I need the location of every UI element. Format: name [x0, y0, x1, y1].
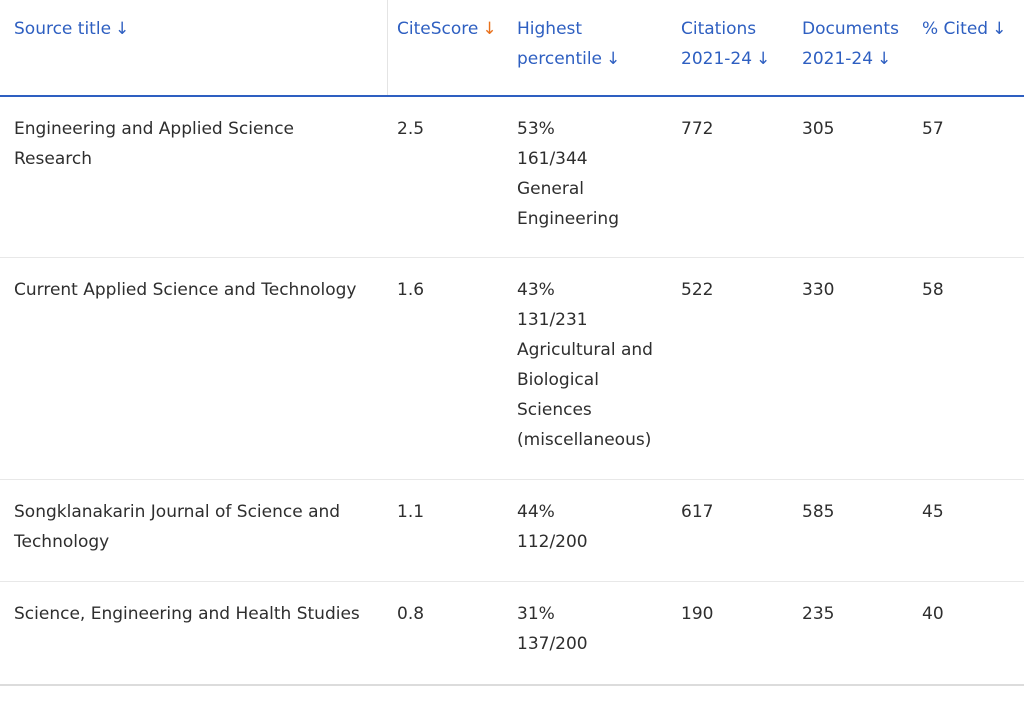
table-row: Songklanakarin Journal of Science and Te…: [0, 480, 1024, 582]
table-row: Science, Engineering and Health Studies …: [0, 582, 1024, 686]
header-label: 2021-24: [802, 49, 874, 69]
citations-cell: 617: [681, 502, 714, 522]
sort-arrow-down-active-icon: ↓: [482, 19, 497, 39]
pct-cited-cell: 57: [922, 119, 944, 139]
header-label: percentile: [517, 49, 603, 69]
sort-source-title-button[interactable]: Source title ↓: [14, 14, 129, 44]
header-label: Source title: [14, 19, 112, 39]
source-title-cell[interactable]: Engineering and Applied Science Research: [14, 119, 295, 169]
citescore-cell: 1.1: [397, 502, 425, 522]
table-row: Engineering and Applied Science Research…: [0, 97, 1024, 258]
pct-cited-cell: 40: [922, 604, 944, 624]
sort-citescore-button[interactable]: CiteScore ↓: [397, 14, 497, 44]
header-label: CiteScore: [397, 19, 479, 39]
header-label: Documents: [802, 19, 899, 39]
source-title-cell[interactable]: Current Applied Science and Technology: [14, 280, 357, 300]
sort-citations-button[interactable]: Citations 2021-24 ↓: [681, 14, 770, 74]
header-label: % Cited: [922, 19, 989, 39]
documents-cell: 305: [802, 119, 835, 139]
sort-arrow-down-icon: ↓: [877, 49, 892, 69]
percentile-cell: 44% 112/200: [517, 502, 588, 552]
table-row: Current Applied Science and Technology 1…: [0, 258, 1024, 480]
table-header: Source title ↓ CiteScore ↓ Highest percent…: [0, 0, 1024, 97]
sort-documents-button[interactable]: Documents 2021-24 ↓: [802, 14, 899, 74]
percentile-cell: 31% 137/200: [517, 604, 588, 654]
sort-pct-cited-button[interactable]: % Cited ↓: [922, 14, 1006, 44]
citations-cell: 522: [681, 280, 714, 300]
citescore-cell: 0.8: [397, 604, 425, 624]
percentile-cell: 43% 131/231 Agricultural and Biological …: [517, 280, 653, 450]
column-divider: [387, 0, 388, 95]
header-label: Citations: [681, 19, 757, 39]
documents-cell: 235: [802, 604, 835, 624]
source-title-cell[interactable]: Songklanakarin Journal of Science and Te…: [14, 502, 341, 552]
sort-arrow-down-icon: ↓: [756, 49, 771, 69]
pct-cited-cell: 58: [922, 280, 944, 300]
citescore-cell: 1.6: [397, 280, 425, 300]
citations-cell: 772: [681, 119, 714, 139]
citations-cell: 190: [681, 604, 714, 624]
header-label: Highest: [517, 19, 583, 39]
citescore-cell: 2.5: [397, 119, 425, 139]
documents-cell: 330: [802, 280, 835, 300]
documents-cell: 585: [802, 502, 835, 522]
sort-arrow-down-icon: ↓: [115, 19, 130, 39]
pct-cited-cell: 45: [922, 502, 944, 522]
source-title-cell[interactable]: Science, Engineering and Health Studies: [14, 604, 360, 624]
sort-highest-percentile-button[interactable]: Highest percentile ↓: [517, 14, 620, 74]
percentile-cell: 53% 161/344 General Engineering: [517, 119, 619, 229]
sort-arrow-down-icon: ↓: [606, 49, 621, 69]
header-label: 2021-24: [681, 49, 753, 69]
sort-arrow-down-icon: ↓: [992, 19, 1007, 39]
